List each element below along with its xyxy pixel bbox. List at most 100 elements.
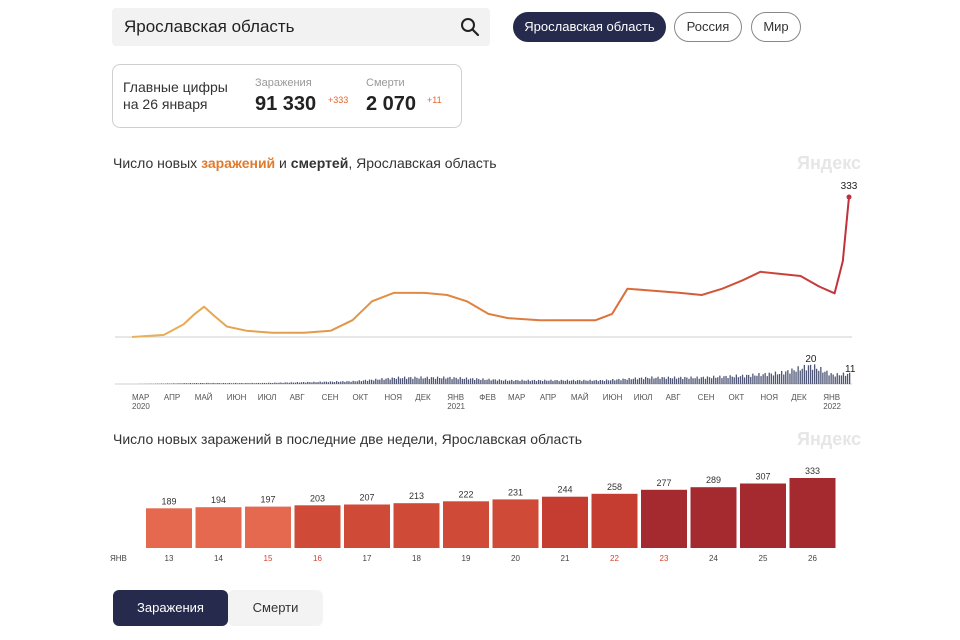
bar-day-23[interactable] [641,489,687,548]
summary-heading-line1: Главные цифры [123,79,228,95]
deaths-day-bar [305,382,307,384]
bar-day-16[interactable] [294,505,341,548]
deaths-day-bar [346,381,348,384]
bar-value-label: 194 [211,495,226,505]
deaths-day-bar [616,379,618,384]
deaths-day-bar [717,377,719,384]
deaths-day-bar [776,374,779,384]
deaths-day-bar [224,383,226,384]
bar-day-22[interactable] [591,493,638,548]
deaths-day-bar [568,380,571,384]
deaths-day-bar [836,373,838,384]
two-week-bar-chart: ЯНВ 189 13 194 14 197 15 203 16 207 17 213 18 222 19 2… [110,466,836,563]
bar-day-13[interactable] [146,508,192,548]
deaths-day-bar [746,374,748,384]
deaths-day-bar [494,379,496,384]
deaths-day-bar [226,383,229,384]
deaths-day-bar [554,380,556,384]
bar-day-24[interactable] [690,487,737,548]
deaths-day-bar [636,379,639,384]
deaths-day-bar [591,380,593,384]
bar-day-26[interactable] [789,478,836,548]
bar-day-19[interactable] [443,501,489,548]
deaths-day-bar [599,380,601,384]
bar-day-25[interactable] [740,483,786,549]
month-label: МАЙ [195,393,213,402]
bar-value-label: 222 [458,489,473,499]
last-point-marker [846,194,852,200]
deaths-day-bar [200,383,202,384]
chip-russia[interactable]: Россия [674,12,742,42]
deaths-day-bar [700,377,702,384]
yandex-watermark-2: Яндекс [797,429,862,449]
deaths-day-bar [218,383,220,384]
deaths-day-bar [422,378,424,384]
deaths-day-bar [840,375,843,384]
bar-category-label: 21 [561,554,570,563]
deaths-day-bar [667,376,669,384]
bar-day-20[interactable] [492,499,539,548]
bar-day-17[interactable] [344,504,390,549]
region-search-field[interactable]: Ярославская область [112,8,490,46]
month-label: ФЕВ [479,393,496,402]
chip-yaroslavl-region[interactable]: Ярославская область [513,12,666,42]
search-input[interactable]: Ярославская область [124,17,295,36]
deaths-day-bar [663,377,665,384]
deaths-day-bar [488,378,490,384]
deaths-day-bar [278,382,280,384]
deaths-day-bar [463,378,465,384]
bar-day-21[interactable] [542,496,588,548]
bar-day-18[interactable] [393,503,440,548]
deaths-last-label: 11 [845,364,856,375]
deaths-day-bar [605,379,608,384]
deaths-peak-label: 20 [805,354,817,365]
summary-heading-line2: на 26 января [123,96,208,112]
month-label: ОКТ [353,393,369,402]
bar-category-label: 16 [313,554,322,563]
deaths-day-bar [428,378,430,384]
deaths-day-bar [261,382,264,384]
tab-deaths[interactable]: Смерти [228,590,323,626]
month-label: АВГ [666,393,682,402]
deaths-day-bar [791,368,793,384]
deaths-day-bar [659,378,661,384]
deaths-day-bar [797,366,799,384]
bar-category-label: 19 [462,554,471,563]
deaths-day-bar [167,383,169,384]
deaths-day-bar [292,382,294,384]
chip-world[interactable]: Мир [751,12,801,42]
bar-day-14[interactable] [195,507,242,548]
deaths-day-bar [441,378,443,384]
bar-value-label: 197 [260,495,275,505]
search-icon[interactable] [460,17,480,37]
deaths-day-bar [735,374,737,384]
bar-day-15[interactable] [245,506,291,548]
deaths-day-bar [632,378,634,384]
deaths-day-bar [756,375,758,384]
deaths-day-bar [601,380,604,384]
deaths-day-bar [587,380,589,384]
deaths-day-bar [189,383,191,384]
deaths-day-bar [760,376,762,384]
deaths-day-bar [294,382,297,384]
deaths-day-bar [805,370,807,384]
tab-infections[interactable]: Заражения [113,590,228,626]
month-label: ИЮЛ [634,393,653,402]
chart2-title: Число новых заражений в последние две не… [113,431,583,447]
deaths-day-bar [436,376,439,384]
deaths-day-bar [247,383,249,384]
deaths-day-bar [764,373,766,384]
deaths-day-bar [371,379,373,384]
deaths-day-bar [593,380,595,384]
deaths-day-bar [259,383,261,384]
deaths-day-bar [849,372,851,384]
deaths-day-bar [183,383,185,384]
bar-category-label: 26 [808,554,817,563]
chart1-title-infections: заражений [201,155,276,171]
deaths-day-bar [362,380,365,384]
infections-delta: +333 [328,95,349,105]
deaths-day-bar [698,378,700,384]
infection-series-line [131,196,850,338]
deaths-day-bar [612,379,614,384]
deaths-day-bar [694,378,696,384]
